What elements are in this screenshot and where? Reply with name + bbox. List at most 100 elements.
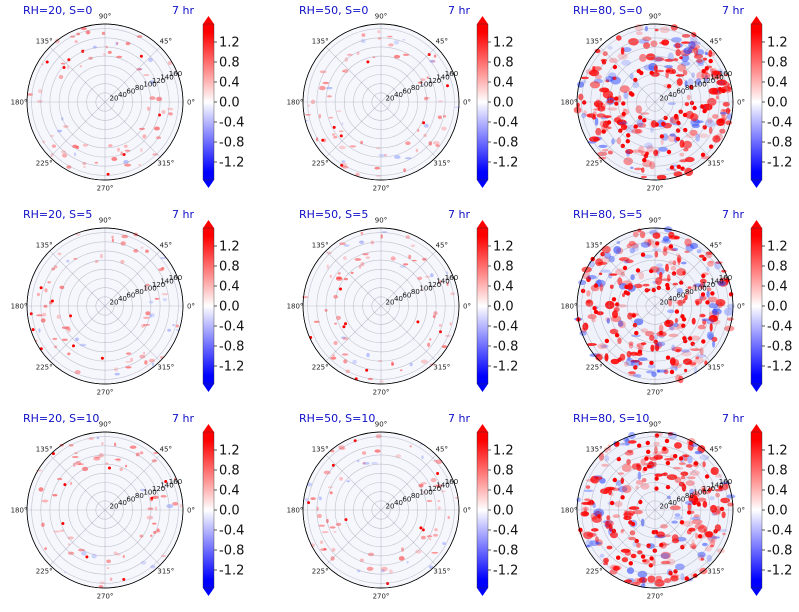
- field-blob: [659, 26, 670, 33]
- field-blob: [144, 360, 148, 365]
- colorbar-tick-label: 1.2: [767, 36, 788, 51]
- field-blob: [626, 449, 634, 453]
- field-blob: [605, 75, 614, 82]
- hotspot-dot: [339, 287, 342, 291]
- field-blob: [578, 93, 584, 101]
- field-blob: [52, 494, 58, 497]
- field-blob: [333, 294, 339, 299]
- field-blob: [690, 348, 702, 351]
- field-blob: [684, 102, 690, 107]
- field-blob: [143, 316, 150, 319]
- hotspot-dot: [688, 440, 693, 446]
- field-blob: [621, 463, 632, 472]
- angular-gridline: [104, 305, 161, 362]
- field-blob: [697, 324, 706, 330]
- angular-gridline: [599, 250, 656, 307]
- field-blob: [595, 542, 602, 545]
- radial-tick-label: 40: [394, 499, 403, 507]
- field-blob: [654, 473, 663, 477]
- field-blob: [621, 557, 629, 563]
- hotspot-dot: [100, 356, 104, 360]
- field-blob: [674, 366, 678, 371]
- hotspot-dot: [710, 291, 715, 296]
- field-blob: [310, 497, 316, 500]
- colorbar: 1.2 0.8 0.4 0.0 -0.4 -0.8 -1.2: [750, 16, 792, 188]
- field-blob: [636, 118, 644, 128]
- colorbar-tick-label: -0.4: [493, 524, 518, 539]
- field-blob: [682, 140, 692, 149]
- field-blob: [701, 72, 711, 80]
- colorbar-tick-label: 1.2: [493, 240, 514, 255]
- field-blob: [674, 513, 681, 517]
- field-blob: [676, 287, 683, 294]
- field-blob: [632, 509, 643, 515]
- angle-tick-label: 270°: [97, 593, 114, 601]
- radial-tick-label: 140: [436, 277, 449, 285]
- field-blob: [712, 308, 722, 315]
- colorbar-tick-label: -1.2: [767, 156, 792, 171]
- field-blob: [356, 51, 360, 55]
- angle-tick-label: 225°: [36, 567, 53, 575]
- colorbar-bottom-cap: [203, 376, 214, 384]
- field-blob: [681, 261, 687, 265]
- field-blob: [656, 174, 667, 180]
- hotspot-dot: [31, 328, 35, 332]
- field-blob: [66, 165, 72, 169]
- field-blob: [674, 318, 679, 324]
- radial-tick-label: 160: [445, 478, 458, 486]
- time-label: 7 hr: [722, 208, 744, 221]
- hotspot-dot: [665, 355, 671, 360]
- field-blob: [719, 112, 728, 115]
- field-blob: [393, 40, 399, 45]
- field-blob: [681, 34, 691, 38]
- field-blob: [631, 334, 641, 338]
- field-blob: [581, 501, 592, 505]
- field-blob: [154, 506, 158, 511]
- field-blob: [52, 337, 58, 341]
- field-blob: [429, 338, 432, 341]
- radial-tick-label: 160: [445, 274, 458, 282]
- field-blob: [142, 134, 147, 139]
- angle-tick-label: 135°: [36, 242, 53, 250]
- field-blob: [149, 300, 154, 304]
- field-blob: [69, 35, 76, 38]
- angle-tick-label: 90°: [375, 217, 387, 225]
- hotspot-dot: [704, 66, 709, 71]
- panel-title: RH=80, S=5: [573, 208, 642, 221]
- field-blob: [592, 111, 597, 116]
- angle-tick-label: 45°: [436, 446, 448, 454]
- field-blob: [38, 487, 44, 492]
- field-blob: [721, 483, 729, 491]
- field-blob: [599, 87, 610, 93]
- field-blob: [125, 464, 128, 468]
- angle-tick-label: 270°: [647, 389, 664, 397]
- field-blob: [701, 488, 706, 493]
- field-blob: [393, 54, 401, 59]
- hotspot-dot: [612, 64, 618, 70]
- hotspot-dot: [597, 514, 602, 519]
- field-blob: [682, 454, 690, 458]
- colorbar-tick-label: -0.8: [219, 340, 244, 355]
- angle-tick-label: 45°: [436, 242, 448, 250]
- hotspot-dot: [593, 309, 599, 315]
- field-blob: [711, 336, 718, 342]
- colorbar-tick-label: 0.0: [493, 300, 514, 315]
- colorbar-tick-label: 0.4: [219, 280, 240, 295]
- field-blob: [640, 483, 650, 490]
- field-blob: [671, 346, 683, 352]
- field-blob: [702, 500, 708, 508]
- field-blob: [615, 480, 622, 487]
- field-blob: [379, 380, 384, 383]
- field-blob: [426, 76, 429, 79]
- field-blob: [140, 246, 144, 249]
- field-blob: [594, 117, 599, 126]
- field-blob: [690, 113, 699, 122]
- field-blob: [640, 241, 651, 248]
- hotspot-dot: [697, 534, 703, 539]
- field-blob: [689, 362, 697, 366]
- field-blob: [724, 307, 734, 316]
- field-blob: [340, 336, 347, 339]
- hotspot-dot: [72, 344, 75, 348]
- field-blob: [691, 72, 695, 78]
- angle-tick-label: 270°: [373, 185, 390, 193]
